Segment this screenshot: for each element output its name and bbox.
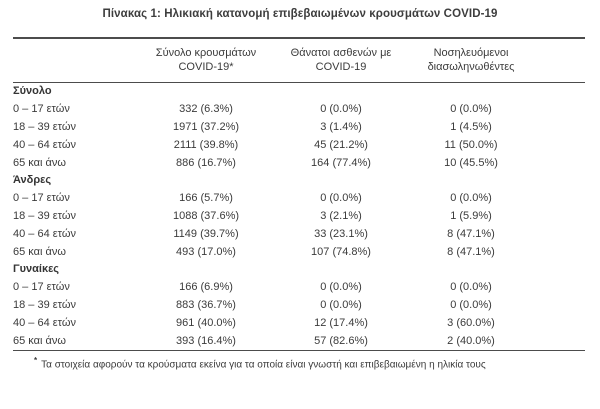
- column-header-line2: διασωληνωθέντες: [427, 61, 515, 73]
- intubated-cell: 1 (4.5%): [450, 121, 492, 133]
- column-header-total-cases: Σύνολο κρουσμάτων COVID-19*: [133, 38, 279, 83]
- column-header-line1: Θάνατοι ασθενών με: [290, 47, 392, 59]
- cases-cell: 961 (40.0%): [176, 317, 236, 329]
- table-container: Σύνολο κρουσμάτων COVID-19* Θάνατοι ασθε…: [13, 37, 585, 371]
- intubated-cell: 1 (5.9%): [450, 210, 492, 222]
- column-header-spacer: [539, 38, 585, 83]
- intubated-cell: 11 (50.0%): [444, 139, 498, 151]
- deaths-cell: 0 (0.0%): [320, 281, 362, 293]
- section-title-total: Σύνολο: [13, 85, 52, 97]
- spacer-cell: [539, 136, 585, 154]
- age-group-label: 0 – 17 ετών: [13, 103, 70, 115]
- section-title-women: Γυναίκες: [13, 263, 60, 275]
- age-group-label: 18 – 39 ετών: [13, 299, 76, 311]
- intubated-cell: 0 (0.0%): [450, 281, 492, 293]
- intubated-cell: 2 (40.0%): [447, 335, 495, 347]
- intubated-cell: 0 (0.0%): [450, 192, 492, 204]
- column-header-empty: [13, 38, 133, 83]
- cases-cell: 886 (16.7%): [176, 157, 236, 169]
- cases-cell: 166 (6.9%): [179, 281, 233, 293]
- cases-cell: 493 (17.0%): [176, 246, 236, 258]
- age-group-label: 0 – 17 ετών: [13, 192, 70, 204]
- header-row: Σύνολο κρουσμάτων COVID-19* Θάνατοι ασθε…: [13, 38, 585, 83]
- age-group-label: 65 και άνω: [13, 157, 66, 169]
- cases-cell: 883 (36.7%): [176, 299, 236, 311]
- table-row: 65 και άνω 886 (16.7%) 164 (77.4%) 10 (4…: [13, 154, 585, 172]
- age-group-label: 40 – 64 ετών: [13, 228, 76, 240]
- age-group-label: 40 – 64 ετών: [13, 317, 76, 329]
- column-header-line1: Νοσηλευόμενοι: [433, 47, 509, 59]
- table-row: 0 – 17 ετών 332 (6.3%) 0 (0.0%) 0 (0.0%): [13, 100, 585, 118]
- covid-age-distribution-table: Σύνολο κρουσμάτων COVID-19* Θάνατοι ασθε…: [13, 37, 585, 351]
- table-row: 18 – 39 ετών 1971 (37.2%) 3 (1.4%) 1 (4.…: [13, 118, 585, 136]
- table-row: 65 και άνω 493 (17.0%) 107 (74.8%) 8 (47…: [13, 243, 585, 261]
- asterisk-marker: *: [34, 356, 38, 365]
- deaths-cell: 0 (0.0%): [320, 103, 362, 115]
- cases-cell: 1971 (37.2%): [172, 121, 240, 133]
- spacer-cell: [539, 189, 585, 207]
- deaths-cell: 0 (0.0%): [320, 299, 362, 311]
- deaths-cell: 57 (82.6%): [314, 335, 368, 347]
- cases-cell: 166 (5.7%): [179, 192, 233, 204]
- page-title: Πίνακας 1: Ηλικιακή κατανομή επιβεβαιωμέ…: [102, 8, 498, 20]
- spacer-cell: [539, 296, 585, 314]
- age-group-label: 40 – 64 ετών: [13, 139, 76, 151]
- age-group-label: 0 – 17 ετών: [13, 281, 70, 293]
- age-group-label: 18 – 39 ετών: [13, 210, 76, 222]
- deaths-cell: 45 (21.2%): [314, 139, 368, 151]
- spacer-cell: [539, 207, 585, 225]
- age-group-label: 65 και άνω: [13, 246, 66, 258]
- intubated-cell: 8 (47.1%): [447, 228, 495, 240]
- cases-cell: 393 (16.4%): [176, 335, 236, 347]
- spacer-cell: [539, 100, 585, 118]
- table-row: 0 – 17 ετών 166 (5.7%) 0 (0.0%) 0 (0.0%): [13, 189, 585, 207]
- table-row: 40 – 64 ετών 1149 (39.7%) 33 (23.1%) 8 (…: [13, 225, 585, 243]
- deaths-cell: 107 (74.8%): [311, 246, 371, 258]
- section-title-men: Άνδρες: [13, 174, 52, 186]
- column-header-intubated: Νοσηλευόμενοι διασωληνωθέντες: [403, 38, 539, 83]
- intubated-cell: 0 (0.0%): [450, 103, 492, 115]
- footnote-text: Τα στοιχεία αφορούν τα κρούσματα εκείνα …: [41, 359, 486, 371]
- cases-cell: 2111 (39.8%): [173, 139, 239, 151]
- deaths-cell: 33 (23.1%): [314, 228, 368, 240]
- table-row: 40 – 64 ετών 2111 (39.8%) 45 (21.2%) 11 …: [13, 136, 585, 154]
- column-header-deaths: Θάνατοι ασθενών με COVID-19: [279, 38, 403, 83]
- section-header-row: Άνδρες: [13, 172, 585, 189]
- spacer-cell: [539, 225, 585, 243]
- spacer-cell: [539, 118, 585, 136]
- intubated-cell: 0 (0.0%): [450, 299, 492, 311]
- deaths-cell: 12 (17.4%): [314, 317, 368, 329]
- spacer-cell: [539, 154, 585, 172]
- table-row: 0 – 17 ετών 166 (6.9%) 0 (0.0%) 0 (0.0%): [13, 278, 585, 296]
- age-group-label: 18 – 39 ετών: [13, 121, 76, 133]
- section-header-row: Σύνολο: [13, 83, 585, 101]
- intubated-cell: 3 (60.0%): [447, 317, 495, 329]
- spacer-cell: [539, 243, 585, 261]
- table-row: 40 – 64 ετών 961 (40.0%) 12 (17.4%) 3 (6…: [13, 314, 585, 332]
- intubated-cell: 10 (45.5%): [444, 157, 498, 169]
- spacer-cell: [539, 332, 585, 351]
- table-footnote: * Τα στοιχεία αφορούν τα κρούσματα εκείνα…: [34, 354, 585, 371]
- spacer-cell: [539, 314, 585, 332]
- table-row: 65 και άνω 393 (16.4%) 57 (82.6%) 2 (40.…: [13, 332, 585, 351]
- column-header-line1: Σύνολο κρουσμάτων: [155, 47, 257, 59]
- column-header-line2: COVID-19*: [178, 61, 234, 73]
- deaths-cell: 0 (0.0%): [320, 192, 362, 204]
- cases-cell: 1088 (37.6%): [172, 210, 240, 222]
- table-row: 18 – 39 ετών 1088 (37.6%) 3 (2.1%) 1 (5.…: [13, 207, 585, 225]
- column-header-line2: COVID-19: [315, 61, 367, 73]
- deaths-cell: 3 (2.1%): [320, 210, 362, 222]
- deaths-cell: 164 (77.4%): [311, 157, 371, 169]
- table-row: 18 – 39 ετών 883 (36.7%) 0 (0.0%) 0 (0.0…: [13, 296, 585, 314]
- intubated-cell: 8 (47.1%): [447, 246, 495, 258]
- section-header-row: Γυναίκες: [13, 261, 585, 278]
- spacer-cell: [539, 278, 585, 296]
- cases-cell: 332 (6.3%): [179, 103, 233, 115]
- cases-cell: 1149 (39.7%): [173, 228, 239, 240]
- age-group-label: 65 και άνω: [13, 335, 66, 347]
- deaths-cell: 3 (1.4%): [320, 121, 362, 133]
